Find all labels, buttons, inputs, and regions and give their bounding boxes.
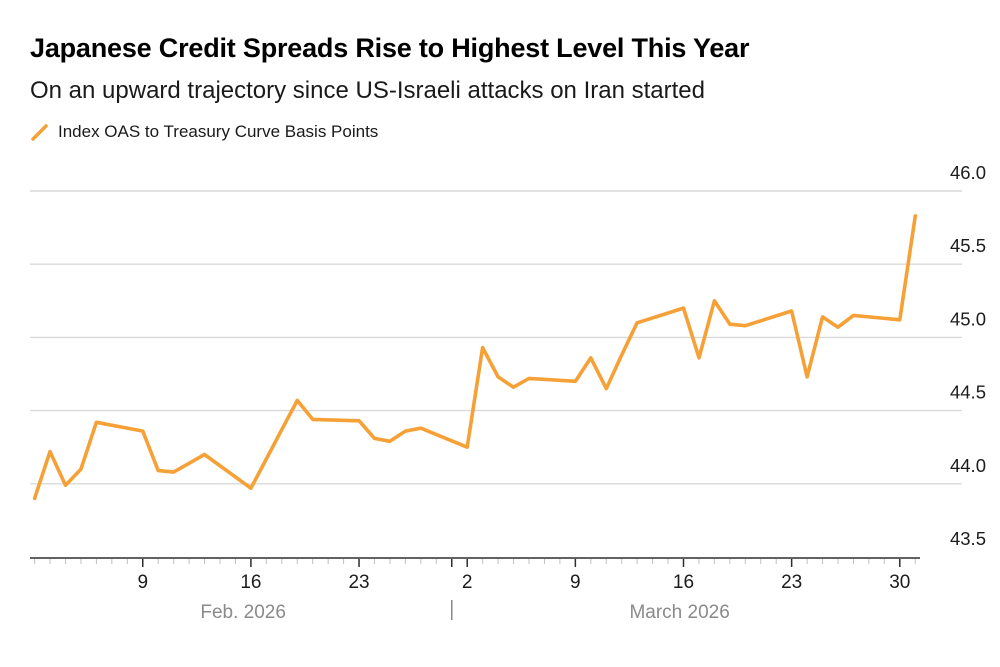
x-axis-day-label: 9	[137, 572, 148, 593]
x-axis-month-label: March 2026	[629, 602, 729, 623]
x-axis-day-label: 2	[462, 572, 473, 593]
y-axis-label: 45.5	[950, 235, 986, 256]
chart-subtitle: On an upward trajectory since US-Israeli…	[30, 77, 705, 104]
x-axis-day-label: 23	[781, 572, 802, 593]
legend: Index OAS to Treasury Curve Basis Points	[30, 122, 378, 142]
x-axis-day-label: 16	[240, 572, 261, 593]
y-axis-label: 46.0	[950, 162, 986, 183]
x-axis-day-label: 30	[889, 572, 910, 593]
legend-line-swatch-icon	[31, 123, 48, 141]
x-axis-day-label: 23	[348, 572, 369, 593]
x-axis-day-label: 16	[673, 572, 694, 593]
chart-title: Japanese Credit Spreads Rise to Highest …	[30, 33, 750, 63]
x-axis-month-label: Feb. 2026	[200, 602, 286, 623]
y-axis-label: 44.5	[950, 382, 986, 403]
series-line	[32, 214, 918, 501]
y-axis-label: 44.0	[950, 455, 986, 476]
x-axis-day-label: 9	[570, 572, 581, 593]
legend-label: Index OAS to Treasury Curve Basis Points	[58, 122, 379, 141]
y-axis-label: 43.5	[950, 528, 986, 549]
y-axis-label: 45.0	[950, 308, 986, 329]
